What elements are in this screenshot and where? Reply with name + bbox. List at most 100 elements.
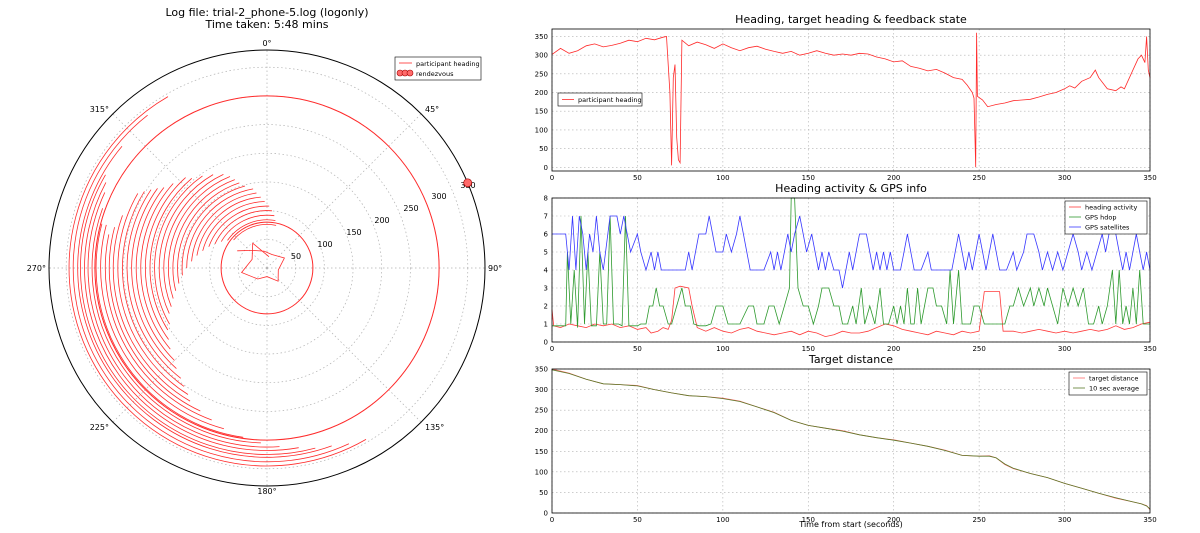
- angle-label-45: 45°: [425, 105, 439, 114]
- p1-xtick-50: 50: [633, 174, 642, 182]
- p3-xtick-350: 350: [1143, 516, 1156, 524]
- gps-legend-satellites-label: GPS satellites: [1085, 224, 1130, 232]
- p1-xtick-200: 200: [887, 174, 900, 182]
- polar-legend-rendezvous-label: rendezvous: [416, 70, 454, 78]
- polar-heading-arc-29: [196, 196, 261, 256]
- polar-heading-arc-14: [126, 189, 182, 379]
- distance-chart: Target distance 0 50 100 150 200 250 300 350 0 50…: [535, 353, 1157, 529]
- p2-series-1: [552, 197, 1150, 328]
- p3-xtick-200: 200: [887, 516, 900, 524]
- p1-series-0: [551, 32, 1151, 168]
- polar-heading-ring-80: [220, 221, 314, 315]
- polar-heading-arc-19: [149, 177, 193, 331]
- p3-ytick-150: 150: [535, 448, 548, 456]
- polar-heading-center-trace: [237, 242, 285, 282]
- p1-ytick-0: 0: [544, 164, 548, 172]
- polar-grid-spoke-135: [266, 267, 422, 423]
- p1-ytick-50: 50: [539, 145, 548, 153]
- angle-label-270: 270°: [27, 264, 46, 273]
- gps-legend-activity-label: heading activity: [1085, 204, 1137, 212]
- polar-heading-arc-31: [208, 205, 270, 247]
- p3-series-0: [551, 368, 1151, 510]
- distance-legend-target-label: target distance: [1089, 375, 1138, 383]
- polar-heading-arc-32: [214, 210, 273, 244]
- polar-heading-arc-16: [135, 187, 175, 361]
- polar-grid: [49, 50, 485, 486]
- p2-xtick-250: 250: [972, 345, 985, 353]
- polar-grid-circle-250: [123, 124, 411, 412]
- p2-xtick-200: 200: [887, 345, 900, 353]
- polar-grid-circle-200: [151, 152, 383, 384]
- radial-label-150: 150: [346, 228, 361, 237]
- p2-series-0: [551, 285, 1151, 338]
- p2-ytick-7: 7: [544, 213, 548, 221]
- polar-heading-arc-18: [145, 177, 186, 340]
- gps-legend-box: [1064, 200, 1148, 235]
- polar-heading-arc-17: [140, 183, 174, 350]
- p1-ytick-100: 100: [535, 126, 548, 134]
- p1-xtick-100: 100: [716, 174, 729, 182]
- polar-title-line1: Log file: trial-2_phone-5.log (logonly): [165, 6, 368, 19]
- angle-label-0: 0°: [262, 39, 271, 48]
- p3-ytick-350: 350: [535, 366, 548, 374]
- p3-xtick-150: 150: [802, 516, 815, 524]
- p1-xtick-0: 0: [550, 174, 554, 182]
- p1-xtick-350: 350: [1143, 174, 1156, 182]
- polar-heading-arc-28: [191, 192, 257, 262]
- polar-heading-arc-25: [177, 182, 240, 284]
- p3-xtick-0: 0: [550, 516, 554, 524]
- angle-label-135: 135°: [425, 423, 444, 432]
- gps-chart-legend: heading activity GPS hdop GPS satellites: [1064, 200, 1148, 235]
- p3-xtick-50: 50: [633, 516, 642, 524]
- p3-ytick-0: 0: [544, 510, 548, 518]
- polar-legend: participant heading rendezvous: [394, 56, 482, 81]
- polar-grid-spoke-225: [112, 267, 268, 423]
- polar-heading-arc-7: [95, 223, 244, 438]
- p3-xtick-300: 300: [1058, 516, 1071, 524]
- polar-heading-arc-23: [167, 176, 231, 299]
- polar-heading-ring-300: [94, 95, 440, 441]
- heading-chart-frame: [551, 28, 1151, 172]
- polar-heading-arc-2: [77, 146, 332, 458]
- radial-label-100: 100: [317, 240, 332, 249]
- distance-chart-xlabel: Time from start (seconds): [798, 520, 902, 529]
- p2-ytick-2: 2: [544, 303, 548, 311]
- distance-legend-average-label: 10 sec average: [1089, 385, 1139, 393]
- p1-xtick-300: 300: [1058, 174, 1071, 182]
- p2-ytick-6: 6: [544, 231, 549, 239]
- distance-legend-box: [1068, 371, 1148, 396]
- p2-xtick-300: 300: [1058, 345, 1071, 353]
- polar-heading-arc-34: [227, 219, 276, 241]
- gps-chart-title: Heading activity & GPS info: [775, 182, 927, 195]
- p2-ytick-5: 5: [544, 249, 548, 257]
- polar-grid-circle-150: [180, 181, 354, 355]
- polar-heading-arc-10: [108, 227, 201, 412]
- p1-ytick-150: 150: [535, 108, 548, 116]
- p2-ytick-4: 4: [544, 267, 549, 275]
- polar-heading-arc-35: [233, 224, 277, 241]
- p3-ytick-300: 300: [535, 386, 548, 394]
- heading-chart-legend: participant heading: [557, 92, 643, 107]
- p2-xtick-0: 0: [550, 345, 554, 353]
- polar-chart: Log file: trial-2_phone-5.log (logonly) …: [27, 6, 502, 496]
- polar-heading-arc-20: [154, 175, 203, 325]
- polar-heading-arc-3: [80, 174, 316, 455]
- polar-heading-arc-1: [72, 114, 350, 463]
- p3-xtick-100: 100: [716, 516, 729, 524]
- p3-xtick-250: 250: [972, 516, 985, 524]
- distance-chart-frame: [551, 368, 1151, 514]
- angle-label-225: 225°: [90, 423, 109, 432]
- polar-grid-spoke-45: [266, 113, 422, 269]
- polar-heading-arc-24: [172, 179, 235, 291]
- polar-heading-arc-12: [117, 193, 189, 395]
- p2-ytick-1: 1: [544, 321, 548, 329]
- gps-legend-hdop-label: GPS hdop: [1085, 214, 1117, 222]
- p2-xtick-100: 100: [716, 345, 729, 353]
- p1-ytick-350: 350: [535, 33, 548, 41]
- p2-xtick-50: 50: [633, 345, 642, 353]
- distance-chart-title: Target distance: [808, 353, 893, 366]
- p2-xtick-150: 150: [802, 345, 815, 353]
- gps-chart-plot: [551, 197, 1151, 338]
- distance-chart-legend: target distance 10 sec average: [1068, 371, 1148, 396]
